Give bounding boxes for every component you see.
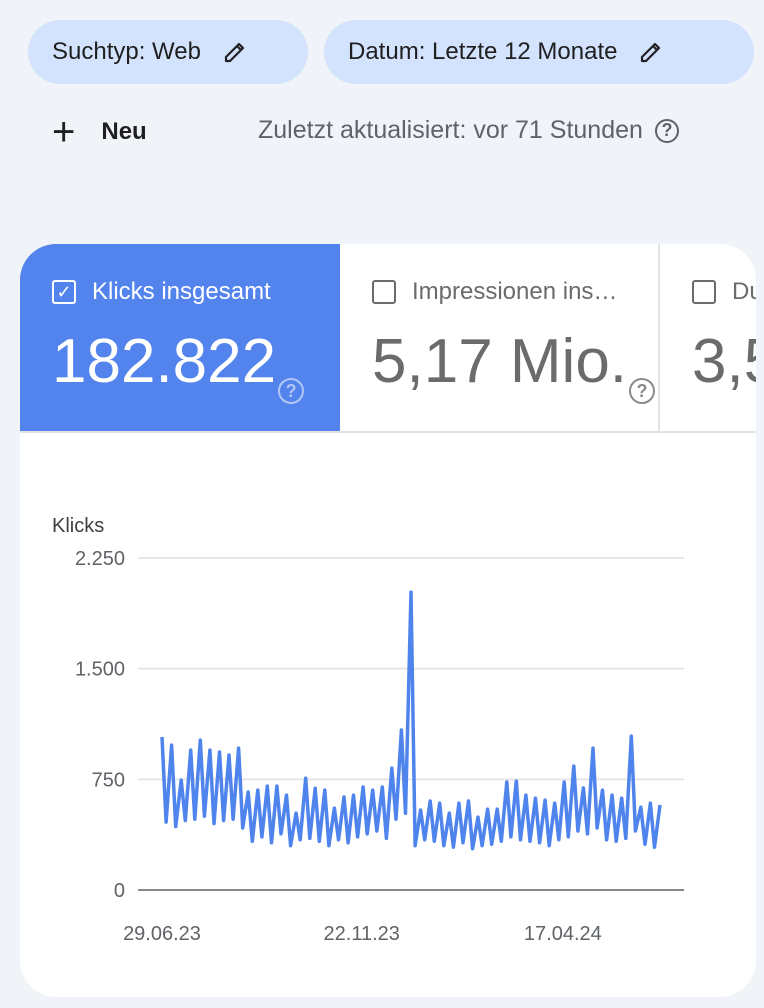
filter-chip-label: Suchtyp: Web (52, 38, 201, 65)
help-circle-icon[interactable]: ? (629, 378, 656, 404)
y-tick-label: 2.250 (75, 548, 125, 570)
filter-chip-date[interactable]: Datum: Letzte 12 Monate (324, 20, 754, 84)
new-button[interactable]: + Neu (52, 112, 147, 152)
metric-label: Du (732, 278, 756, 305)
filter-chip-label: Datum: Letzte 12 Monate (348, 38, 618, 65)
last-updated: Zuletzt aktualisiert: vor 71 Stunden ? (258, 116, 679, 145)
x-tick-label: 22.11.23 (324, 923, 400, 945)
metric-value-row: 5,17 Mio. ? (372, 326, 656, 404)
metric-tiles: ✓ Klicks insgesamt 182.822 ? Impressionen… (20, 244, 756, 433)
pencil-icon (641, 42, 661, 63)
y-tick-label: 1.500 (75, 659, 125, 681)
plus-icon: + (52, 110, 76, 154)
metric-label: Klicks insgesamt (92, 278, 271, 305)
last-updated-text: Zuletzt aktualisiert: vor 71 Stunden (258, 116, 643, 144)
metric-label: Impressionen ins… (412, 278, 618, 305)
new-button-label: Neu (101, 118, 147, 145)
filter-chip-search-type[interactable]: Suchtyp: Web (28, 20, 308, 84)
y-tick-label: 0 (114, 880, 125, 902)
checkbox-unchecked-icon[interactable] (372, 280, 396, 304)
clicks-series-line (160, 590, 662, 851)
help-circle-icon[interactable]: ? (278, 378, 305, 404)
performance-card: ✓ Klicks insgesamt 182.822 ? Impressionen… (20, 244, 756, 997)
help-circle-icon[interactable]: ? (654, 118, 679, 143)
x-tick-label: 17.04.24 (524, 923, 602, 945)
metric-value-row: 182.822 ? (52, 326, 305, 404)
clicks-chart: Klicks 0 750 1.500 2.250 29.06.23 22.11.23 17.… (52, 515, 684, 945)
checkbox-checked-icon[interactable]: ✓ (52, 280, 76, 304)
metric-value: 182.822 (52, 327, 277, 396)
y-tick-label: 750 (92, 769, 125, 791)
checkbox-unchecked-icon[interactable] (692, 280, 716, 304)
metric-tile-impressions[interactable]: Impressionen ins… 5,17 Mio. ? (340, 244, 660, 431)
x-tick-label: 29.06.23 (123, 923, 201, 945)
pencil-icon (224, 42, 245, 63)
metric-value-row: 3,5 (692, 326, 756, 398)
metric-tile-third[interactable]: Du 3,5 (660, 244, 756, 431)
metric-value: 5,17 Mio. (372, 327, 628, 396)
metric-tile-clicks[interactable]: ✓ Klicks insgesamt 182.822 ? (20, 244, 340, 431)
y-axis-label: Klicks (52, 515, 104, 537)
metric-value: 3,5 (692, 327, 756, 396)
